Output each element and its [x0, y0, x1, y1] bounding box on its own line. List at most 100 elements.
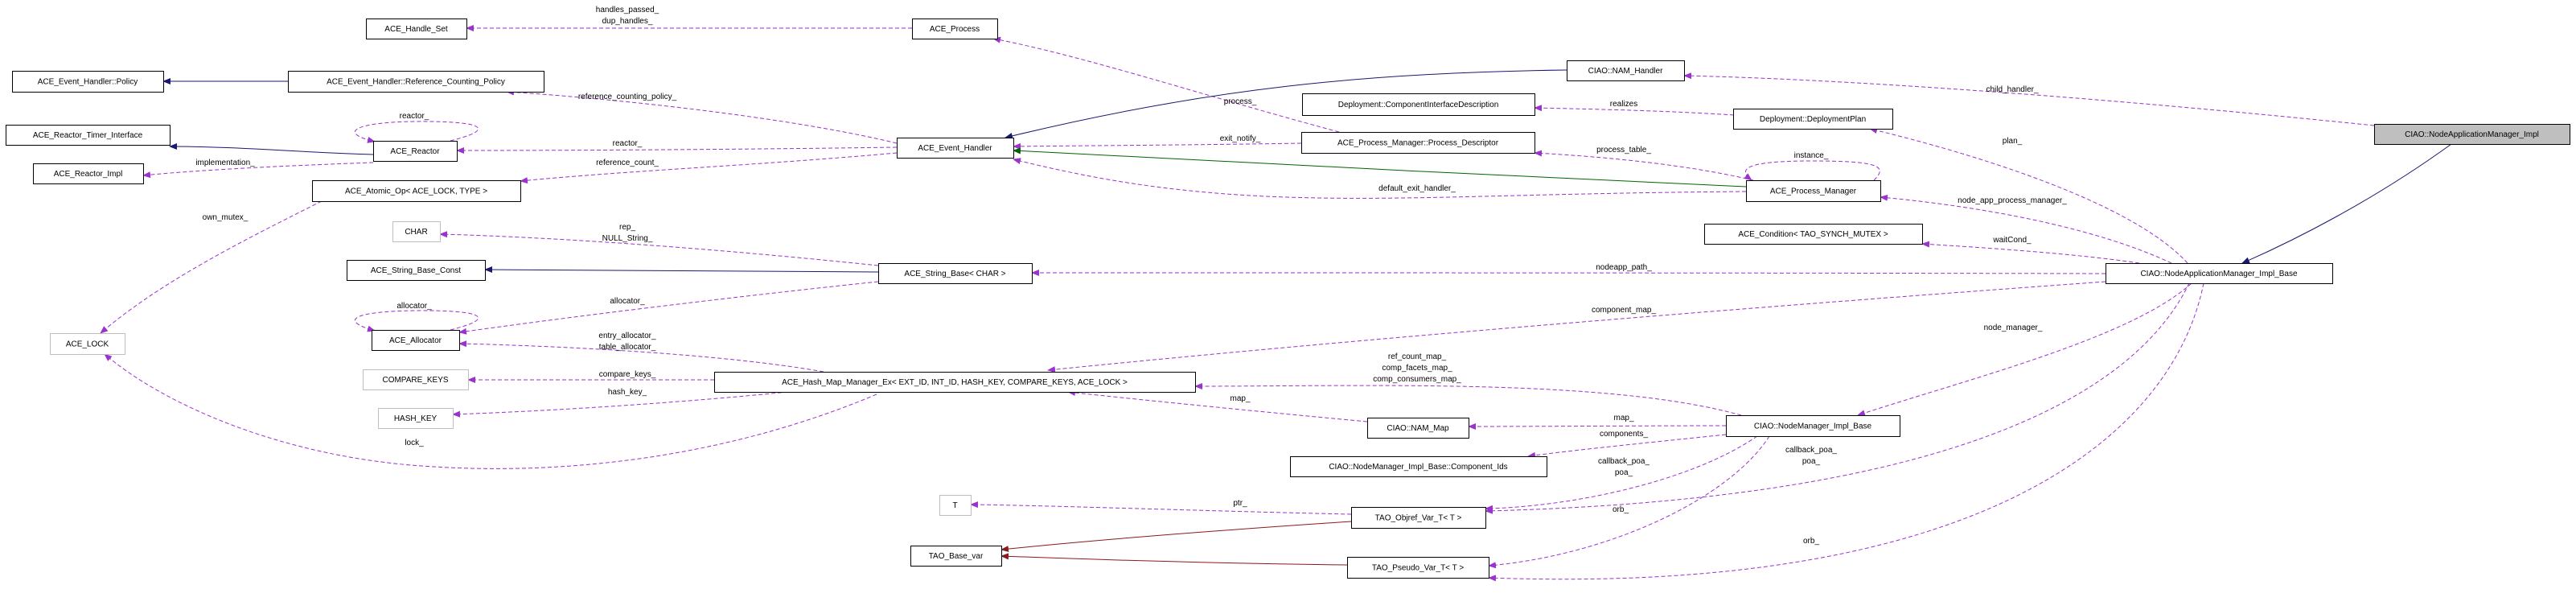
class-node-comp-iface-desc[interactable]: Deployment::ComponentInterfaceDescriptio…: [1302, 93, 1535, 116]
class-name: ACE_Process: [930, 25, 980, 34]
usage-edge-implementation: [142, 162, 374, 179]
edge-label: default_exit_handler_: [1378, 184, 1456, 193]
class-node-condition[interactable]: ACE_Condition< TAO_SYNCH_MUTEX >: [1704, 224, 1923, 245]
class-node-reactor[interactable]: ACE_Reactor: [373, 141, 458, 162]
edge-label: instance_: [1794, 151, 1829, 160]
class-box: [372, 330, 460, 351]
usage-edge-reference-count: [520, 152, 898, 184]
class-node-base-var[interactable]: TAO_Base_var: [910, 546, 1002, 567]
class-box: [1351, 507, 1486, 529]
class-name: HASH_KEY: [394, 414, 438, 423]
usage-edge-plan: [1869, 127, 2188, 264]
class-box: [33, 163, 144, 184]
class-box: [939, 495, 972, 516]
edge-label: entry_allocator_: [598, 332, 656, 340]
edge-label: map_: [1230, 394, 1250, 403]
class-node-handle-set[interactable]: ACE_Handle_Set: [366, 19, 467, 39]
class-box: [347, 260, 486, 281]
edge-label: map_: [1613, 414, 1633, 422]
class-name: ACE_Handle_Set: [384, 25, 448, 34]
edge-label: node_manager_: [1984, 323, 2043, 332]
class-node-ace-lock[interactable]: ACE_LOCK: [50, 333, 125, 355]
class-node-compare-keys[interactable]: COMPARE_KEYS: [363, 369, 469, 390]
class-node-timer-iface[interactable]: ACE_Reactor_Timer_Interface: [6, 125, 171, 146]
class-box: [714, 372, 1196, 393]
edge-label: comp_facets_map_: [1382, 364, 1452, 373]
class-name: ACE_Event_Handler: [918, 144, 992, 153]
class-name: ACE_String_Base_Const: [371, 266, 462, 275]
class-node-atomic-op[interactable]: ACE_Atomic_Op< ACE_LOCK, TYPE >: [312, 180, 521, 202]
class-box: [1567, 60, 1685, 81]
edge-label: dup_handles_: [602, 17, 653, 26]
class-node-event-handler[interactable]: ACE_Event_Handler: [897, 138, 1014, 159]
edge-label: own_mutex_: [203, 213, 249, 222]
edge-label: reactor_: [400, 112, 429, 121]
edge-label: reference_counting_policy_: [578, 93, 677, 101]
class-node-string-base-const[interactable]: ACE_String_Base_Const: [347, 260, 486, 281]
class-node-hash-map[interactable]: ACE_Hash_Map_Manager_Ex< EXT_ID, INT_ID,…: [714, 372, 1196, 393]
class-node-string-base[interactable]: ACE_String_Base< CHAR >: [878, 263, 1033, 284]
class-name: COMPARE_KEYS: [382, 376, 448, 385]
class-node-hash-key[interactable]: HASH_KEY: [378, 408, 454, 429]
class-name: ACE_Process_Manager::Process_Descriptor: [1337, 139, 1499, 148]
edge-label: process_table_: [1596, 146, 1651, 155]
class-node-nam-impl-base[interactable]: CIAO::NodeApplicationManager_Impl_Base: [2106, 263, 2333, 284]
usage-edge-nam-map-map: [1067, 389, 1368, 422]
class-node-nam-impl[interactable]: CIAO::NodeApplicationManager_Impl: [2374, 124, 2570, 145]
usage-edge-base-orb: [1488, 282, 2204, 582]
class-node-process-manager[interactable]: ACE_Process_Manager: [1746, 180, 1881, 202]
class-node-process[interactable]: ACE_Process: [912, 19, 998, 39]
class-node-nam-handler[interactable]: CIAO::NAM_Handler: [1567, 60, 1685, 81]
usage-edge-node-app-process-manager: [1880, 194, 2172, 264]
class-name: ACE_LOCK: [66, 340, 109, 349]
class-box: [288, 71, 544, 93]
class-name: ACE_Reactor: [390, 147, 440, 156]
usage-edge-components: [1527, 434, 1727, 459]
class-node-reactor-impl[interactable]: ACE_Reactor_Impl: [33, 163, 144, 184]
edge-label: reference_count_: [596, 159, 659, 167]
class-node-deployment-plan[interactable]: Deployment::DeploymentPlan: [1733, 109, 1893, 130]
inheritance-edge: [484, 266, 879, 274]
edge-label: implementation_: [195, 159, 255, 167]
class-node-t[interactable]: T: [939, 495, 972, 516]
class-name: T: [952, 501, 957, 510]
edge-label: exit_notify_: [1220, 134, 1261, 143]
class-name: ACE_Process_Manager: [1770, 187, 1857, 196]
usage-edge-allocator-self: [355, 310, 479, 332]
class-node-nodemanager-base[interactable]: CIAO::NodeManager_Impl_Base: [1726, 415, 1900, 437]
class-node-ref-policy[interactable]: ACE_Event_Handler::Reference_Counting_Po…: [288, 71, 544, 93]
edge-label: waitCond_: [1992, 236, 2032, 245]
edge-label: compare_keys_: [599, 370, 656, 379]
class-node-char[interactable]: CHAR: [392, 221, 441, 242]
edge-label: node_app_process_manager_: [1958, 196, 2067, 205]
class-box: [1704, 224, 1923, 245]
usage-edge-component-map: [1047, 281, 2106, 373]
class-node-nam-map[interactable]: CIAO::NAM_Map: [1367, 418, 1469, 439]
usage-edge-default-exit-handler: [1013, 158, 1747, 199]
edge-label: realizes: [1610, 100, 1637, 109]
class-node-objref-var[interactable]: TAO_Objref_Var_T< T >: [1351, 507, 1486, 529]
class-box: [1302, 93, 1535, 116]
edge-label: ref_count_map_: [1388, 352, 1447, 361]
class-box: [392, 221, 441, 242]
class-name: Deployment::DeploymentPlan: [1760, 115, 1866, 124]
class-node-allocator[interactable]: ACE_Allocator: [372, 330, 460, 351]
class-node-component-ids[interactable]: CIAO::NodeManager_Impl_Base::Component_I…: [1290, 456, 1547, 477]
edges: [100, 25, 2452, 582]
usage-edge-nodeapp-path: [1031, 270, 2106, 277]
template-instance-edge: [1000, 521, 1352, 553]
class-name: CIAO::NodeManager_Impl_Base: [1754, 422, 1872, 431]
edge-label: orb_: [1613, 505, 1629, 514]
usage-edge-nm-poa: [1485, 435, 1758, 512]
edge-label: ptr_: [1233, 499, 1247, 508]
class-node-policy[interactable]: ACE_Event_Handler::Policy: [12, 71, 164, 93]
class-node-pseudo-var[interactable]: TAO_Pseudo_Var_T< T >: [1347, 557, 1489, 579]
class-box: [1733, 109, 1893, 130]
class-box: [1347, 557, 1489, 579]
usage-edge-waitcond: [1921, 241, 2140, 264]
class-box: [378, 408, 454, 429]
usage-edge-own-mutex: [100, 200, 323, 334]
class-node-process-descriptor[interactable]: ACE_Process_Manager::Process_Descriptor: [1301, 132, 1535, 154]
class-name: CIAO::NAM_Handler: [1588, 67, 1663, 76]
